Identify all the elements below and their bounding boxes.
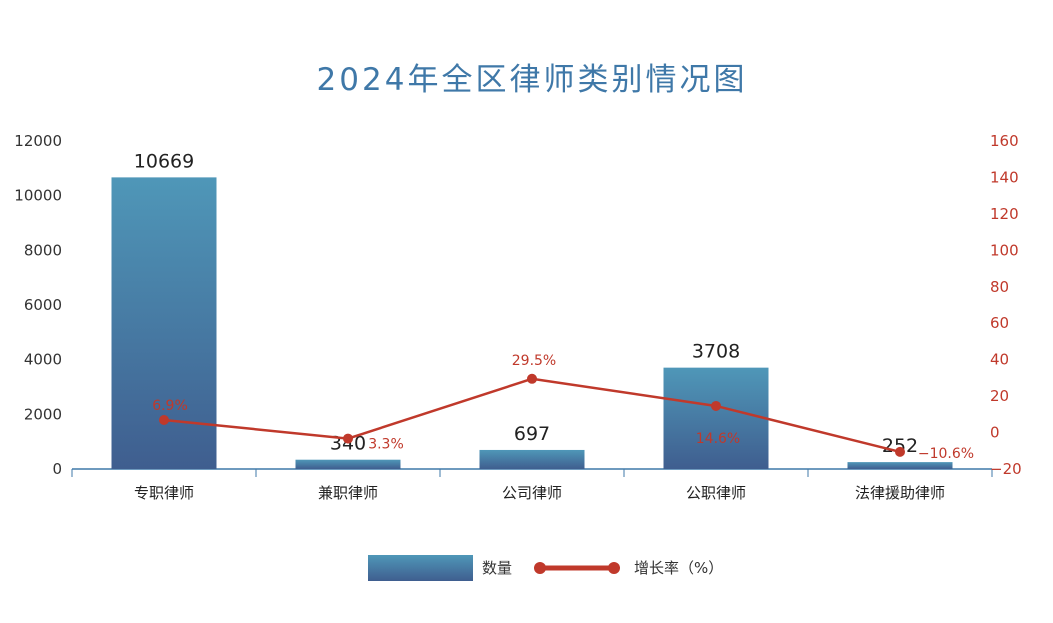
bar <box>479 449 585 469</box>
chart-title: 2024年全区律师类别情况图 <box>317 62 748 98</box>
y-left-tick-label: 0 <box>52 460 62 478</box>
y-right-tick-label: 140 <box>990 168 1019 186</box>
growth-data-label: −10.6% <box>918 446 974 462</box>
growth-data-label: 29.5% <box>512 353 556 369</box>
growth-line-layer: 6.9% 3.3% 29.5% 14.6% −10.6% <box>152 353 974 462</box>
growth-point <box>895 446 905 457</box>
y-left-tick-label: 10000 <box>14 187 62 205</box>
legend-bar-swatch <box>368 555 473 581</box>
bar-data-label: 10669 <box>134 150 194 172</box>
y-right-tick-label: 120 <box>990 205 1019 223</box>
y-right-tick-label: −20 <box>990 460 1022 478</box>
y-right-tick-label: 80 <box>990 278 1009 296</box>
y-right-tick-label: 160 <box>990 132 1019 150</box>
growth-data-label: 6.9% <box>152 398 188 414</box>
x-tick-label: 公职律师 <box>686 484 746 502</box>
y-left-tick-label: 2000 <box>24 405 62 423</box>
growth-point <box>527 373 537 384</box>
x-tick-label: 专职律师 <box>134 484 194 502</box>
bar-data-label: 697 <box>514 423 550 445</box>
legend-line-label: 增长率（%） <box>634 559 723 577</box>
y-left-tick-label: 8000 <box>24 241 62 259</box>
bar <box>663 367 769 469</box>
growth-point <box>343 433 353 444</box>
bar-data-label: 252 <box>882 435 918 457</box>
y-left-tick-label: 4000 <box>24 351 62 369</box>
y-right-tick-label: 0 <box>990 424 1000 442</box>
y-right-tick-label: 20 <box>990 387 1009 405</box>
y-right-tick-label: 40 <box>990 351 1009 369</box>
y-left-tick-label: 6000 <box>24 296 62 314</box>
axes: 专职律师 兼职律师 公司律师 公职律师 法律援助律师 0 2000 4000 6000 8000 1… <box>14 132 1021 502</box>
bar-data-label: 3708 <box>692 341 740 363</box>
growth-data-label: 14.6% <box>696 431 740 447</box>
legend: 数量 增长率（%） <box>368 555 723 581</box>
x-tick-label: 公司律师 <box>502 484 562 502</box>
growth-data-label: 3.3% <box>368 437 404 453</box>
bar <box>111 177 217 469</box>
bar <box>295 459 401 469</box>
y-right-tick-label: 100 <box>990 241 1019 259</box>
legend-line-marker <box>534 562 546 574</box>
y-left-tick-label: 12000 <box>14 132 62 150</box>
growth-point <box>159 414 169 425</box>
x-tick-label: 法律援助律师 <box>855 484 945 502</box>
x-tick-label: 兼职律师 <box>318 484 378 502</box>
growth-point <box>711 400 721 411</box>
legend-line-marker <box>608 562 620 574</box>
y-right-tick-label: 60 <box>990 314 1009 332</box>
bar <box>847 462 953 469</box>
legend-bar-label: 数量 <box>482 559 512 577</box>
